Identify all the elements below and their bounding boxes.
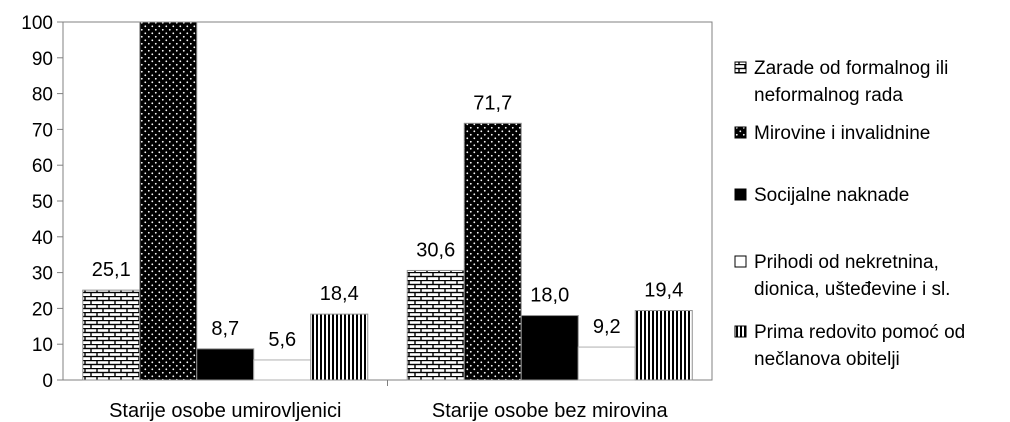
bar bbox=[196, 348, 255, 381]
data-label: 30,6 bbox=[416, 239, 455, 261]
legend-label: Zarade od formalnog ili bbox=[754, 58, 948, 79]
y-tick-label: 40 bbox=[32, 228, 53, 249]
y-tick-label: 70 bbox=[32, 120, 53, 141]
bar bbox=[520, 315, 579, 381]
data-label: 25,1 bbox=[92, 259, 131, 281]
bar bbox=[82, 289, 141, 381]
y-tick-label: 90 bbox=[32, 49, 53, 70]
bar bbox=[310, 313, 369, 381]
legend-swatch bbox=[734, 61, 747, 74]
data-label: 18,0 bbox=[530, 285, 569, 307]
bars-layer bbox=[82, 21, 693, 381]
y-tick-label: 80 bbox=[32, 85, 53, 106]
y-tick-label: 30 bbox=[32, 264, 53, 285]
data-label: 19,4 bbox=[644, 280, 683, 302]
legend-label: Socijalne naknade bbox=[754, 185, 909, 206]
legend: Zarade od formalnog ili neformalnog rada M… bbox=[734, 58, 965, 370]
category-label: Starije osobe umirovljenici bbox=[109, 400, 341, 422]
legend-swatch bbox=[734, 188, 747, 201]
legend-swatch bbox=[734, 126, 747, 139]
legend-swatch bbox=[734, 255, 747, 268]
bar bbox=[463, 122, 522, 381]
category-label: Starije osobe bez mirovina bbox=[432, 400, 669, 422]
legend-label: dionica, ušteđevine i sl. bbox=[754, 279, 950, 300]
bar bbox=[577, 346, 636, 381]
bar bbox=[253, 359, 312, 381]
y-tick-label: 20 bbox=[32, 299, 53, 320]
data-label: 9,2 bbox=[593, 316, 621, 338]
axis-layer: 0 10 20 30 40 50 60 70 80 90 100 Starije osobe umir… bbox=[21, 13, 713, 422]
data-label: 8,7 bbox=[211, 318, 239, 340]
legend-label: Prima redovito pomoć od bbox=[754, 322, 965, 343]
bar bbox=[139, 21, 198, 381]
bar bbox=[634, 310, 693, 381]
y-tick-label: 0 bbox=[42, 371, 53, 392]
y-tick-label: 100 bbox=[21, 13, 53, 34]
legend-label: Prihodi od nekretnina, bbox=[754, 252, 939, 273]
y-tick-label: 50 bbox=[32, 192, 53, 213]
data-label: 5,6 bbox=[268, 329, 296, 351]
legend-label: nečlanova obitelji bbox=[754, 349, 900, 370]
data-label: 71,7 bbox=[473, 92, 512, 114]
y-tick-label: 60 bbox=[32, 156, 53, 177]
legend-swatch bbox=[734, 325, 747, 338]
labels-layer: 25,1 8,7 5,6 18,4 30,6 71,7 18,0 9,2 19,4 bbox=[92, 92, 683, 351]
bar bbox=[406, 269, 465, 381]
legend-label: neformalnog rada bbox=[754, 85, 903, 106]
legend-label: Mirovine i invalidnine bbox=[754, 123, 930, 144]
y-tick-label: 10 bbox=[32, 335, 53, 356]
data-label: 18,4 bbox=[320, 283, 359, 305]
